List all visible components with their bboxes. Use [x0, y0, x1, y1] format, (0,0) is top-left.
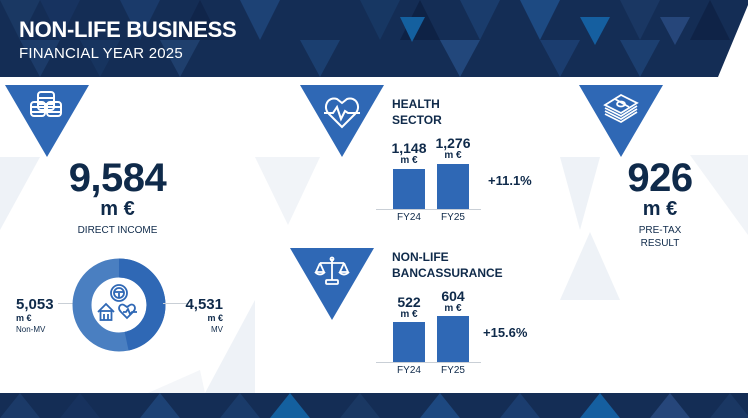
- health-icon-badge: [300, 85, 384, 157]
- scales-icon: [314, 256, 350, 285]
- pretax-label: PRE-TAX RESULT: [615, 224, 705, 250]
- banknotes-icon: [603, 93, 639, 124]
- banca-fy24-bar: [393, 322, 425, 362]
- banca-growth-badge: +15.6%: [483, 325, 528, 340]
- health-growth-badge: +11.1%: [488, 173, 532, 188]
- health-fy25-bar: [437, 164, 469, 209]
- health-fy24-value: 1,148: [391, 140, 427, 156]
- footer-triangle-pattern: [0, 393, 748, 418]
- decorative-triangles: [0, 155, 748, 393]
- coins-stack-icon: [30, 91, 62, 117]
- health-x-axis: [376, 209, 481, 210]
- non-mv-leader-line: [58, 303, 82, 304]
- health-fy24-bar: [393, 169, 425, 209]
- header-banner: NON-LIFE BUSINESS FINANCIAL YEAR 2025: [0, 0, 748, 77]
- banca-fy25-value: 604: [441, 288, 465, 304]
- mv-leader-line: [163, 303, 188, 304]
- pretax-unit: m €: [642, 198, 678, 220]
- direct-income-icon-badge: [5, 85, 89, 157]
- banca-fy25-bar: [437, 316, 469, 362]
- house-icon: [97, 302, 115, 321]
- banca-fy25-value-label: 604 m €: [434, 289, 472, 314]
- health-fy25-value-label: 1,276 m €: [434, 136, 472, 161]
- banca-fy24-unit: m €: [400, 309, 418, 320]
- health-fy24-unit: m €: [400, 155, 418, 166]
- heart-pulse-icon: [324, 97, 360, 129]
- direct-income-kpi: 9,584 m € DIRECT INCOME: [60, 158, 175, 237]
- triangle-pattern-background: [0, 0, 748, 77]
- non-mv-label: 5,053 m € Non-MV: [16, 297, 54, 336]
- page-subtitle: FINANCIAL YEAR 2025: [19, 45, 183, 62]
- direct-income-donut-chart: [72, 258, 166, 352]
- mv-unit: m €: [207, 313, 223, 323]
- health-fy24-value-label: 1,148 m €: [390, 141, 428, 166]
- health-fy25-axis-label: FY25: [441, 212, 465, 223]
- banca-fy24-axis-label: FY24: [397, 365, 421, 376]
- steering-wheel-icon: [110, 284, 128, 302]
- health-title-line2: SECTOR: [392, 113, 442, 127]
- health-fy24-axis-label: FY24: [397, 212, 421, 223]
- banca-fy25-axis-label: FY25: [441, 365, 465, 376]
- pretax-value: 926: [627, 156, 693, 200]
- banca-fy25-unit: m €: [444, 303, 462, 314]
- health-fy25-unit: m €: [444, 150, 462, 161]
- banca-fy24-value: 522: [397, 294, 421, 310]
- footer-banner: [0, 393, 748, 418]
- heart-pulse-icon: [118, 303, 137, 320]
- health-title-line1: HEALTH: [392, 97, 440, 111]
- health-fy25-value: 1,276: [435, 135, 471, 151]
- non-mv-value: 5,053: [16, 296, 54, 313]
- non-mv-name: Non-MV: [16, 325, 46, 334]
- pretax-label-line1: PRE-TAX: [638, 225, 682, 236]
- mv-name: MV: [211, 325, 223, 334]
- direct-income-value: 9,584: [68, 156, 167, 200]
- banca-fy24-value-label: 522 m €: [390, 295, 428, 320]
- non-mv-unit: m €: [16, 313, 32, 323]
- bancassurance-title: NON-LIFE BANCASSURANCE: [392, 249, 503, 281]
- bancassurance-title-line2: BANCASSURANCE: [392, 266, 503, 280]
- health-sector-title: HEALTH SECTOR: [392, 96, 442, 128]
- page-title: NON-LIFE BUSINESS: [19, 17, 237, 42]
- mv-label: 4,531 m € MV: [185, 297, 223, 336]
- direct-income-label: DIRECT INCOME: [77, 225, 158, 236]
- direct-income-unit: m €: [100, 198, 135, 220]
- mv-value: 4,531: [185, 296, 223, 313]
- bancassurance-icon-badge: [290, 248, 374, 320]
- pretax-label-line2: RESULT: [640, 238, 680, 249]
- bancassurance-title-line1: NON-LIFE: [392, 250, 449, 264]
- banca-x-axis: [376, 362, 481, 363]
- pretax-kpi: 926 m € PRE-TAX RESULT: [615, 158, 705, 250]
- pretax-icon-badge: [579, 85, 663, 157]
